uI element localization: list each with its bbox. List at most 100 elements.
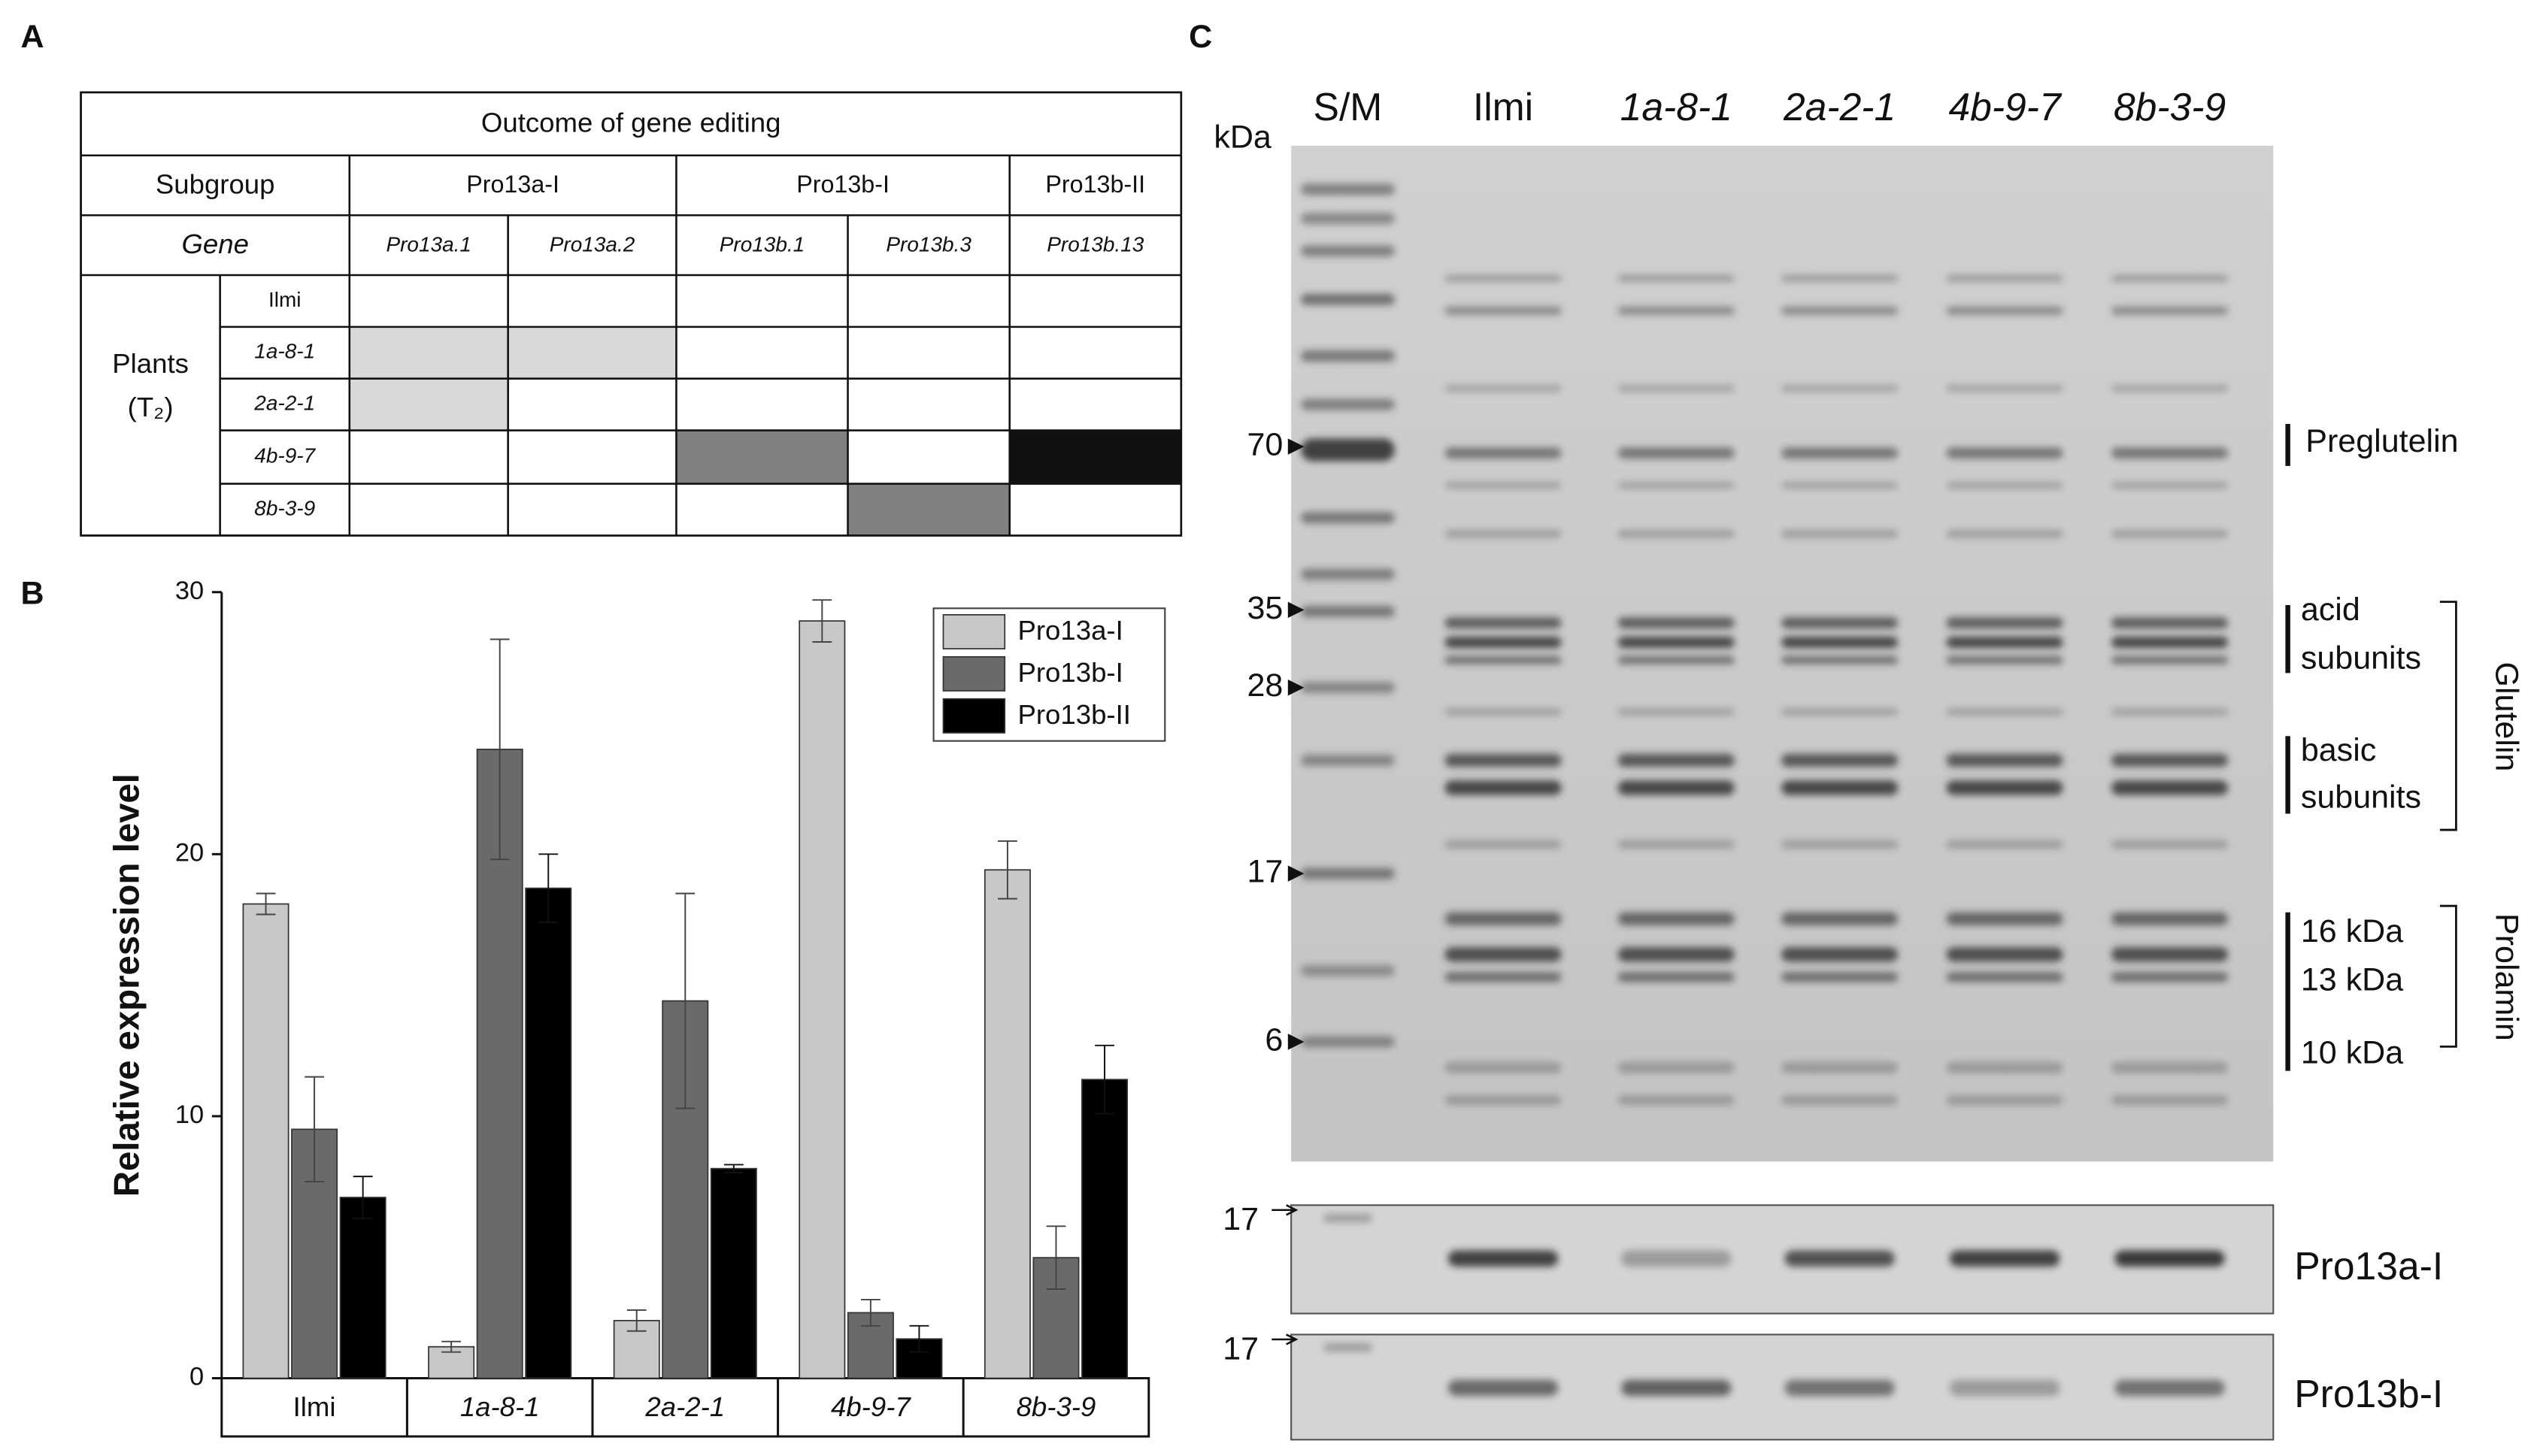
gel-band [1444, 840, 1562, 849]
gel-band [1946, 529, 2063, 538]
gel-band [1301, 568, 1395, 580]
gel-band [1301, 350, 1395, 362]
gel-band [1781, 447, 1899, 459]
gel-band [1301, 183, 1395, 195]
table-title: Outcome of gene editing [481, 107, 781, 138]
outcome-cell [349, 378, 508, 431]
gel-band [2111, 655, 2229, 664]
lane-label: S/M [1314, 85, 1383, 129]
error-bar [812, 599, 832, 643]
gel-band [1781, 972, 1899, 982]
outcome-cell [676, 483, 848, 536]
gel-band [1946, 1094, 2063, 1105]
gel-band [1301, 867, 1395, 879]
marker-label: 6 [1265, 1022, 1283, 1058]
x-tick-label: 2a-2-1 [644, 1391, 725, 1422]
gel-band [1781, 482, 1899, 489]
gel-band [2111, 1061, 2229, 1073]
gel-band [2111, 708, 2229, 716]
table-header: Subgroup [156, 168, 275, 199]
bar [242, 903, 289, 1379]
gel-band [1946, 447, 2063, 459]
annotation: 13 kDa [2301, 962, 2403, 998]
marker-arrow [1287, 1034, 1305, 1050]
gel-band [1946, 912, 2063, 926]
error-bar [1095, 1044, 1114, 1115]
gel-band [1946, 972, 2063, 982]
gel-band [1781, 529, 1899, 538]
gel-band [1444, 708, 1562, 716]
error-bar [860, 1298, 881, 1327]
marker-arrow [1287, 865, 1305, 882]
marker-arrow [1272, 1204, 1299, 1216]
outcome-cell [349, 275, 508, 327]
error-bar [909, 1324, 929, 1353]
outcome-cell [1009, 275, 1181, 327]
gel-band [1301, 438, 1395, 462]
blot-label: Pro13a-I [2294, 1244, 2443, 1288]
table-outline [80, 91, 1183, 537]
gel-band [1447, 1250, 1559, 1267]
outcome-cell [847, 430, 1010, 484]
gel-band [1946, 482, 2063, 489]
marker-label: 35 [1247, 590, 1284, 626]
gel-band [2111, 840, 2229, 849]
gel-band [1949, 1250, 2060, 1267]
gel-band [1617, 912, 1735, 926]
gel-band [1323, 1214, 1372, 1222]
outcome-cell [676, 430, 848, 484]
gel-band [1946, 385, 2063, 392]
outcome-cell [847, 326, 1010, 379]
gel-band [1447, 1379, 1559, 1397]
gel-band [2111, 306, 2229, 315]
gel-band [2111, 385, 2229, 392]
gel-band [1781, 306, 1899, 315]
outcome-cell [508, 326, 677, 379]
error-bar [353, 1176, 373, 1219]
lane-label: 2a-2-1 [1783, 85, 1896, 129]
bar [525, 887, 572, 1379]
gel-band [2111, 780, 2229, 795]
x-tick-label: 1a-8-1 [460, 1391, 540, 1422]
gel-band [1301, 1036, 1395, 1048]
gel-band [1617, 947, 1735, 962]
gel-band [1781, 275, 1899, 282]
panel-label: B [20, 575, 44, 611]
row-group-label: (T₂) [128, 392, 174, 422]
gel-band [1781, 912, 1899, 926]
annotation: subunits [2301, 640, 2421, 676]
gel-band [1301, 512, 1395, 524]
gel-band [1444, 306, 1562, 315]
gel-band [1617, 972, 1735, 982]
gel-band [1444, 1061, 1562, 1073]
gel-band [1621, 1250, 1732, 1267]
gel-band [2111, 972, 2229, 982]
error-bar [256, 892, 276, 916]
marker-label: 70 [1247, 426, 1284, 462]
gel-band [2114, 1250, 2225, 1267]
gel-band [1946, 636, 2063, 648]
gel-band [1617, 529, 1735, 538]
gel-band [1781, 780, 1899, 795]
gel-band [1444, 753, 1562, 767]
bar [1081, 1079, 1129, 1379]
annotation: acid [2301, 592, 2360, 628]
y-tick-label: 20 [175, 838, 204, 867]
outcome-cell [508, 430, 677, 484]
gel-band [1444, 655, 1562, 664]
outcome-cell [508, 378, 677, 431]
gel-band [1617, 840, 1735, 849]
gel-band [2111, 529, 2229, 538]
marker-label: 28 [1247, 667, 1284, 704]
marker-arrow [1272, 1333, 1299, 1346]
gel-band [1617, 708, 1735, 716]
gel-band [1444, 617, 1562, 629]
gel-band [1444, 447, 1562, 459]
error-bar [441, 1340, 462, 1353]
gel-band [1781, 1061, 1899, 1073]
outcome-cell [847, 378, 1010, 431]
marker-arrow [1287, 679, 1305, 696]
gel-band [2111, 912, 2229, 926]
gel-band [1781, 655, 1899, 664]
gel-band [1444, 385, 1562, 392]
